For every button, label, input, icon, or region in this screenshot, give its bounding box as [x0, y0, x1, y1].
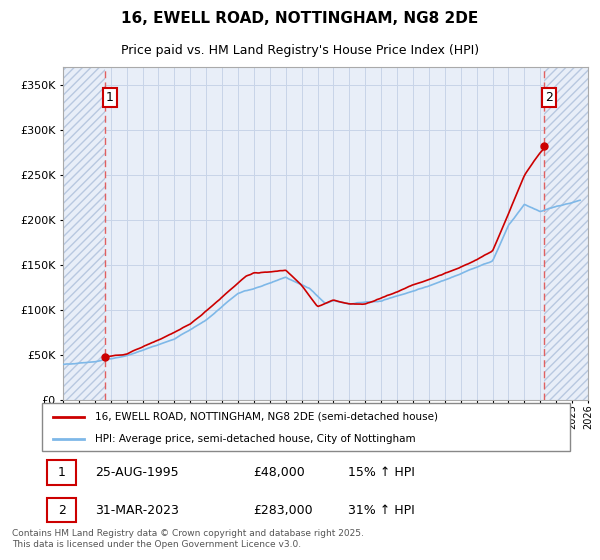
Text: Contains HM Land Registry data © Crown copyright and database right 2025.
This d: Contains HM Land Registry data © Crown c…	[12, 529, 364, 549]
Text: 2: 2	[58, 504, 66, 517]
Text: 25-AUG-1995: 25-AUG-1995	[95, 466, 178, 479]
Text: 1: 1	[58, 466, 66, 479]
Text: 31% ↑ HPI: 31% ↑ HPI	[348, 504, 415, 517]
FancyBboxPatch shape	[47, 460, 76, 484]
FancyBboxPatch shape	[42, 403, 570, 451]
FancyBboxPatch shape	[47, 498, 76, 522]
Text: £48,000: £48,000	[253, 466, 305, 479]
Text: 16, EWELL ROAD, NOTTINGHAM, NG8 2DE (semi-detached house): 16, EWELL ROAD, NOTTINGHAM, NG8 2DE (sem…	[95, 412, 438, 422]
Text: 1: 1	[106, 91, 114, 104]
Text: HPI: Average price, semi-detached house, City of Nottingham: HPI: Average price, semi-detached house,…	[95, 434, 415, 444]
Text: £283,000: £283,000	[253, 504, 313, 517]
Text: 2: 2	[545, 91, 553, 104]
Text: 16, EWELL ROAD, NOTTINGHAM, NG8 2DE: 16, EWELL ROAD, NOTTINGHAM, NG8 2DE	[121, 11, 479, 26]
Text: Price paid vs. HM Land Registry's House Price Index (HPI): Price paid vs. HM Land Registry's House …	[121, 44, 479, 57]
Text: 31-MAR-2023: 31-MAR-2023	[95, 504, 179, 517]
Text: 15% ↑ HPI: 15% ↑ HPI	[348, 466, 415, 479]
